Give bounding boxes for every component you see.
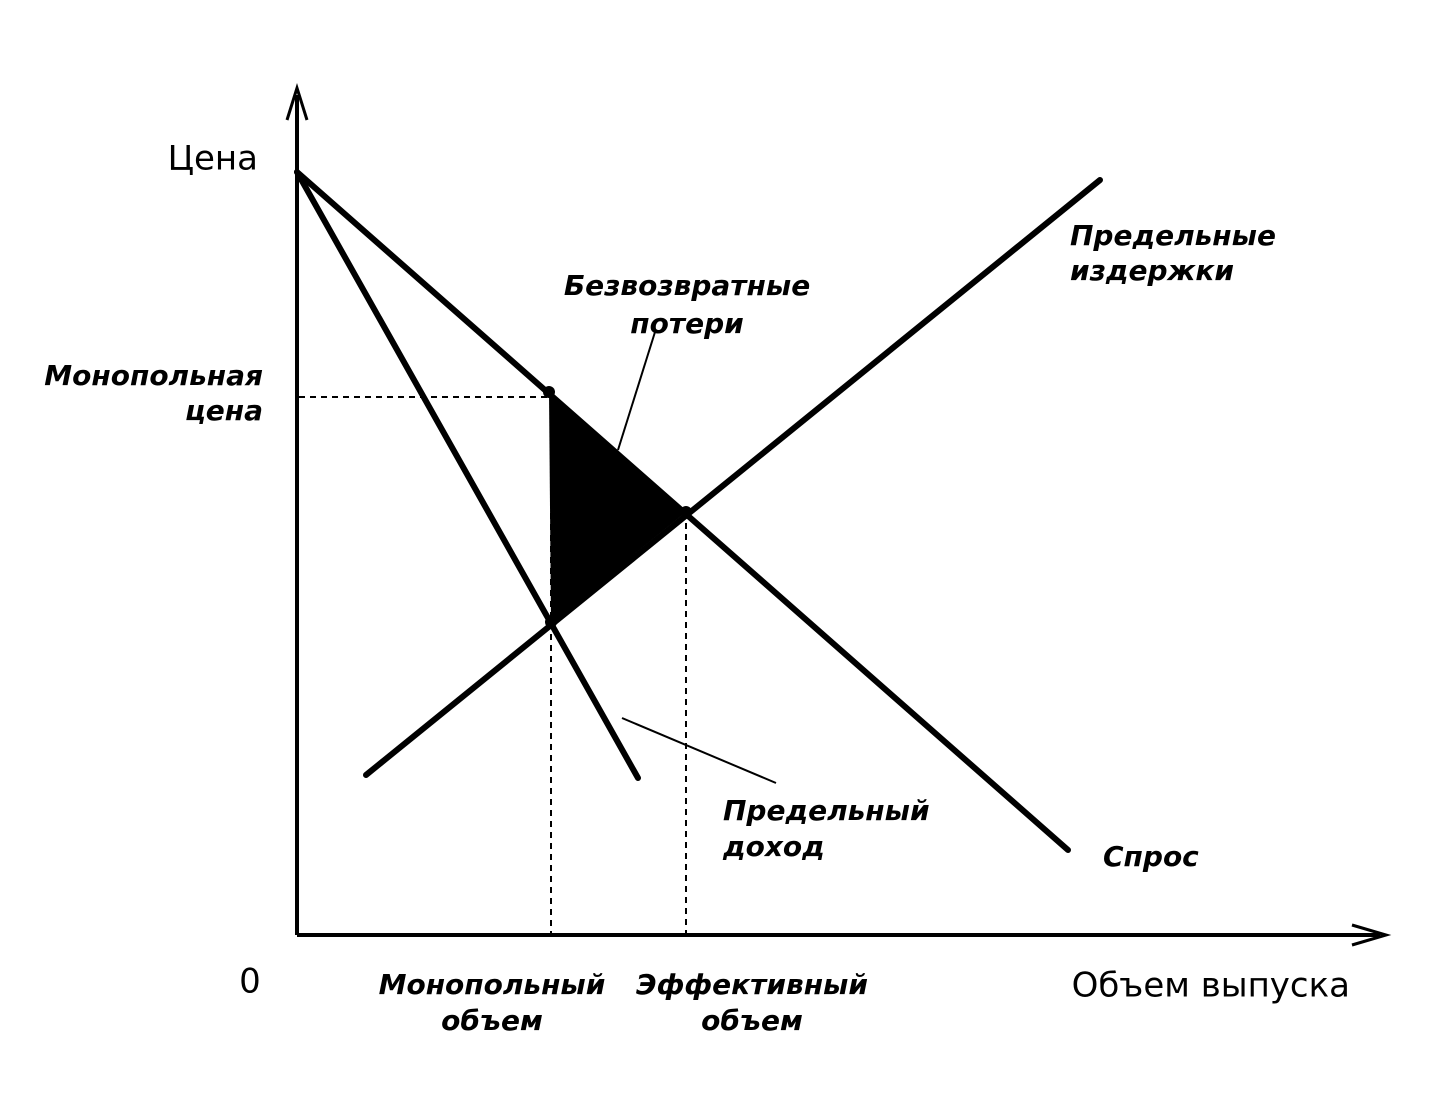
efficient-point <box>680 506 692 518</box>
label-line: Предельные <box>1070 219 1276 252</box>
deadweight-area <box>549 392 686 622</box>
mr-pointer <box>621 717 777 784</box>
label-line: доход <box>722 830 825 863</box>
label-line: объем <box>701 1004 803 1037</box>
label-line: Монопольный <box>379 968 606 1001</box>
x-axis-label: Объем выпуска <box>1072 966 1350 1006</box>
marginal-revenue-curve <box>294 169 641 781</box>
label-line: цена <box>185 394 263 427</box>
label-line: объем <box>441 1004 543 1037</box>
label-line: Безвозвратные <box>564 269 810 302</box>
mr-mc-point <box>545 616 557 628</box>
label-line: издержки <box>1070 254 1234 287</box>
y-axis-label: Цена <box>168 139 258 179</box>
label-line: Спрос <box>1103 840 1199 873</box>
label-line: Эффективный <box>636 968 868 1001</box>
deadweight-pointer <box>617 331 656 451</box>
x-arrow <box>1351 923 1392 947</box>
origin-label: 0 <box>239 962 261 1002</box>
marginal-cost-curve <box>363 177 1103 778</box>
label-line: Предельный <box>723 794 930 827</box>
label-line: Монопольная <box>44 359 263 392</box>
monopoly-point <box>543 386 555 398</box>
y-arrow <box>285 82 309 121</box>
label-line: потери <box>630 307 743 340</box>
